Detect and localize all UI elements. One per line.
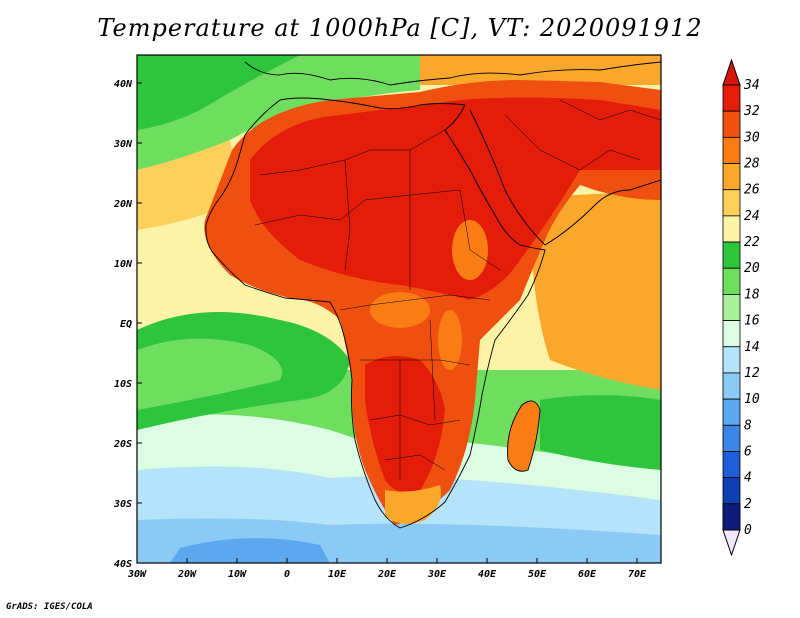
border-iran	[559, 99, 661, 121]
europe-coastline	[244, 61, 661, 86]
arabia-coastline	[469, 109, 661, 246]
colorbar-segment	[722, 136, 741, 164]
colorbar-label: 8	[744, 418, 752, 433]
colorbar-segment	[722, 189, 741, 217]
colorbar-label: 6	[744, 444, 752, 459]
colorbar-label: 12	[744, 366, 760, 381]
border-equatorial	[339, 294, 491, 311]
field-atlantic-18	[137, 338, 282, 410]
lat-tick-label: 40N	[114, 79, 133, 90]
colorbar-label: 26	[744, 183, 760, 198]
colorbar-label: 32	[743, 104, 760, 119]
lon-tick-label: 0	[284, 569, 290, 580]
colorbar-label: 10	[744, 392, 760, 407]
colorbar-segment	[722, 294, 741, 321]
colorbar-top-arrow	[722, 58, 741, 86]
colorbar-segment	[722, 398, 741, 426]
colorbar-segment	[722, 320, 741, 348]
longitude-axis: 30W 20W 10W 0 10E 20E 30E 40E 50E 60E 70E	[127, 558, 647, 580]
lon-tick-label: 50E	[528, 569, 547, 580]
colorbar-segment	[722, 84, 741, 112]
field-southtip-28	[385, 485, 441, 524]
field-rift-30	[438, 310, 462, 370]
temperature-field	[137, 55, 661, 563]
colorbar-segment	[722, 346, 741, 374]
colorbar-segment-lowest	[722, 503, 741, 531]
colorbar-label: 2	[744, 497, 752, 512]
country-borders	[254, 99, 661, 480]
colorbar-label: 20	[744, 261, 760, 276]
colorbar-segment	[722, 267, 741, 295]
border-sudan-ethiopia	[459, 189, 501, 271]
colorbar-label: 4	[744, 471, 752, 486]
lon-tick-label: 10W	[228, 569, 247, 580]
credit-text: GrADS: IGES/COLA	[6, 602, 93, 612]
colorbar-segment	[722, 241, 741, 269]
lon-tick-label: 70E	[628, 569, 647, 580]
lon-tick-label: 10E	[328, 569, 347, 580]
border-great-lakes	[429, 319, 436, 421]
border-mali-niger	[344, 159, 351, 271]
lat-tick-label: 30N	[113, 139, 133, 150]
border-south-africa	[384, 454, 446, 471]
lat-tick-label: 20N	[113, 199, 133, 210]
colorbar-segment	[722, 424, 741, 452]
lon-tick-label: 20W	[177, 569, 197, 580]
field-madagascar	[507, 401, 540, 472]
field-land-34-north	[250, 97, 661, 300]
colorbar-label: 30	[743, 130, 760, 145]
field-band-10	[170, 538, 330, 563]
field-indian-20	[540, 395, 661, 470]
colorbar-label: 34	[743, 78, 760, 93]
field-land-34-south	[365, 356, 445, 494]
border-southern-africa	[369, 414, 461, 426]
border-congo-south	[360, 359, 471, 366]
colorbar-label: 16	[744, 314, 760, 329]
colorbar-label: 18	[744, 287, 760, 302]
lon-tick-label: 30E	[427, 569, 447, 580]
colorbar-label: 24	[744, 209, 760, 224]
field-north-20	[137, 55, 300, 130]
field-mediterranean-28	[420, 55, 661, 85]
lat-tick-label: 40S	[114, 559, 132, 570]
colorbar-segment	[722, 372, 741, 400]
latitude-axis: 40N 30N 20N 10N EQ 10S 20S 30S 40S	[113, 79, 142, 570]
lat-tick-label: 30S	[113, 499, 132, 510]
lat-tick-label: 20S	[113, 439, 132, 450]
colorbar-segment	[722, 163, 741, 191]
colorbar-segment	[722, 110, 741, 138]
border-arabia	[504, 114, 641, 171]
border-sahara-north	[259, 129, 446, 176]
map-title: Temperature at 1000hPa [C], VT: 20200919…	[97, 14, 703, 42]
colorbar-label: 14	[744, 340, 760, 355]
lon-tick-label: 60E	[578, 569, 597, 580]
africa-coastline	[205, 97, 546, 529]
field-indian-28	[530, 193, 661, 390]
lon-tick-label: 40E	[478, 569, 497, 580]
map-frame	[136, 54, 662, 564]
colorbar-segment	[722, 451, 741, 479]
lat-tick-label: 10N	[114, 259, 133, 270]
field-congo-30	[370, 292, 430, 328]
lat-tick-label: 10S	[114, 379, 132, 390]
lon-tick-label: 20E	[377, 569, 397, 580]
border-sahel	[254, 189, 461, 226]
lat-tick-label: EQ	[120, 319, 132, 330]
madagascar-coastline	[507, 400, 541, 472]
colorbar-label: 0	[744, 523, 752, 538]
colorbar-segment	[722, 215, 741, 243]
colorbar-label: 22	[744, 235, 760, 250]
colorbar-label: 28	[744, 157, 760, 172]
colorbar-segment	[722, 477, 741, 505]
coastlines	[205, 61, 661, 529]
lon-tick-label: 30W	[127, 569, 147, 580]
colorbar-bottom-arrow	[722, 529, 741, 557]
